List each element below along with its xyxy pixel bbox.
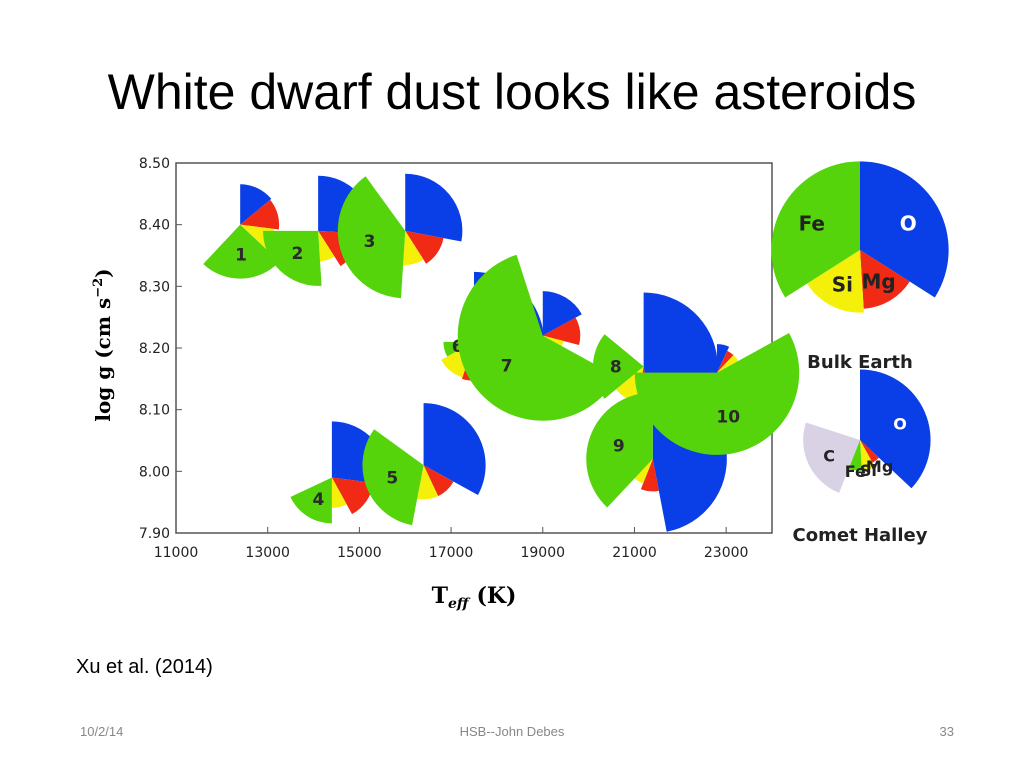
citation: Xu et al. (2014) — [76, 656, 213, 678]
bulk-earth-mg-wedge — [860, 250, 910, 309]
star-1-mg-wedge — [240, 199, 280, 230]
comet-halley-c-wedge — [803, 422, 860, 493]
pie-scatter-figure: 1 2 3 6 7 8 9 10 4 5 11000 13000 15000 17000 19000 210… — [91, 156, 949, 612]
bulk-earth-pie: O Mg Si Fe — [771, 161, 949, 313]
star-7-label: 7 — [501, 357, 513, 377]
axis-ticks: 11000 13000 15000 17000 19000 21000 23000 8.50 8… — [139, 156, 749, 561]
comet-halley-title: Comet Halley — [793, 525, 928, 546]
y-tick-label-8.20: 8.20 — [139, 341, 170, 357]
comet-halley-o-label: O — [893, 415, 907, 434]
star-1-pie: 1 — [203, 184, 280, 279]
star-4-label: 4 — [312, 490, 324, 510]
star-5-o-wedge — [423, 403, 486, 496]
star-5-fe-wedge — [362, 429, 424, 526]
star-3-si-wedge — [403, 230, 424, 265]
star-9-si-wedge — [634, 459, 653, 484]
x-tick-label-17000: 17000 — [429, 545, 474, 561]
star-5-si-wedge — [417, 465, 439, 500]
footer-page-number: 33 — [939, 724, 954, 739]
star-4-fe-wedge — [290, 477, 332, 524]
star-pies: 1 2 3 6 7 8 9 10 4 5 — [203, 173, 800, 532]
star-8-fe-wedge — [592, 334, 644, 399]
star-7-pie: 7 — [457, 254, 618, 421]
star-5-mg-wedge — [423, 465, 454, 497]
star-10-si-wedge — [716, 355, 739, 373]
star-6-label: 6 — [452, 337, 464, 357]
comet-halley-mg-wedge — [860, 440, 879, 463]
star-3-mg-wedge — [405, 230, 444, 264]
star-4-si-wedge — [331, 477, 347, 509]
y-tick-label-8.10: 8.10 — [139, 403, 170, 419]
comet-halley-fe-label: Fe — [845, 462, 866, 481]
star-9-mg-wedge — [640, 459, 659, 492]
bulk-earth-o-label: O — [900, 212, 917, 236]
x-tick-label-11000: 11000 — [154, 545, 199, 561]
star-10-pie: 10 — [634, 333, 800, 455]
star-2-fe-wedge — [263, 230, 322, 286]
star-1-fe-wedge — [203, 224, 280, 279]
star-9-fe-wedge — [586, 392, 653, 508]
bulk-earth-o-wedge — [860, 161, 949, 298]
y-tick-label-8.00: 8.00 — [139, 464, 170, 480]
star-1-label: 1 — [235, 245, 247, 265]
y-axis-label: log g (cm s−2) — [91, 268, 115, 421]
y-tick-label-8.50: 8.50 — [139, 156, 170, 172]
y-tick-label-8.40: 8.40 — [139, 218, 170, 234]
footer-author: HSB--John Debes — [459, 724, 565, 739]
star-10-o-wedge — [716, 344, 730, 373]
x-tick-label-23000: 23000 — [704, 545, 749, 561]
star-7-fe-wedge — [457, 254, 618, 421]
x-tick-label-21000: 21000 — [612, 545, 657, 561]
star-1-o-wedge — [240, 184, 272, 225]
star-4-mg-wedge — [331, 477, 374, 515]
comet-halley-si-wedge — [860, 440, 875, 471]
star-8-label: 8 — [610, 358, 622, 378]
star-3-label: 3 — [364, 232, 376, 252]
footer-date: 10/2/14 — [80, 724, 124, 739]
star-3-o-wedge — [405, 173, 463, 242]
comet-halley-fe-wedge — [848, 440, 862, 471]
star-7-mg-wedge — [542, 317, 581, 345]
x-tick-label-15000: 15000 — [337, 545, 382, 561]
star-5-pie: 5 — [362, 403, 486, 526]
bulk-earth-fe-wedge — [771, 161, 860, 298]
star-3-pie: 3 — [337, 173, 463, 299]
comet-halley-si-label: Si — [860, 461, 877, 480]
star-7-o-wedge — [542, 291, 582, 336]
comet-halley-o-wedge — [860, 369, 931, 489]
star-2-si-wedge — [318, 230, 335, 262]
star-5-label: 5 — [386, 469, 398, 489]
y-tick-label-7.90: 7.90 — [139, 526, 170, 542]
star-2-label: 2 — [291, 244, 303, 264]
x-axis-label: Teff (K) — [432, 583, 517, 612]
bulk-earth-si-wedge — [807, 250, 864, 313]
y-tick-label-8.30: 8.30 — [139, 279, 170, 295]
star-7-si-wedge — [542, 335, 564, 347]
star-3-fe-wedge — [337, 176, 406, 299]
star-10-fe-wedge — [634, 333, 800, 455]
star-10-mg-wedge — [716, 350, 734, 373]
bulk-earth-si-label: Si — [832, 273, 853, 297]
bulk-earth-title: Bulk Earth — [807, 352, 913, 373]
bulk-earth-mg-label: Mg — [861, 269, 895, 293]
x-tick-label-19000: 19000 — [520, 545, 565, 561]
bulk-earth-fe-label: Fe — [799, 212, 825, 236]
comet-halley-c-label: C — [823, 447, 835, 466]
x-tick-label-13000: 13000 — [245, 545, 290, 561]
comet-halley-mg-label: Mg — [866, 457, 893, 476]
slide-title: White dwarf dust looks like asteroids — [107, 64, 917, 120]
star-9-label: 9 — [613, 437, 625, 457]
star-10-label: 10 — [716, 408, 740, 428]
